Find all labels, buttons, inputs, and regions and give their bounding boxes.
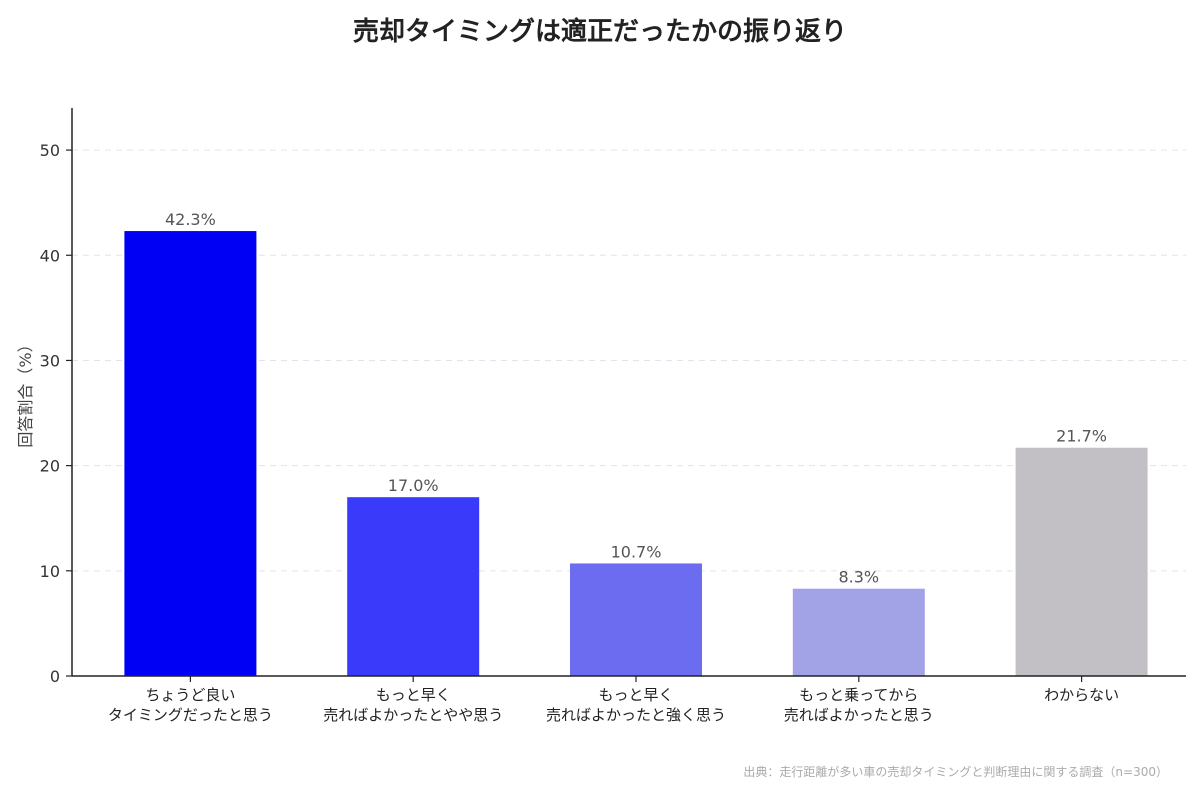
value-labels: 42.3% 17.0% 10.7% 8.3% 21.7% [165,210,1107,587]
bar [1015,447,1148,676]
bar-value-label: 8.3% [838,568,879,587]
x-category-label: 売ればよかったと思う [784,706,934,724]
chart-title: 売却タイミングは適正だったかの振り返り [353,16,847,47]
y-tick-label: 40 [40,246,60,265]
x-category-label: 売ればよかったと強く思う [546,706,726,724]
bars [124,231,1148,677]
x-category-label: タイミングだったと思う [108,706,273,724]
y-tick-label: 10 [40,562,60,581]
y-axis-ticks: 0 10 20 30 40 50 [40,141,72,686]
x-category-label: わからない [1044,686,1119,704]
y-tick-label: 50 [40,141,60,160]
x-category-label: もっと早く [598,686,673,704]
gridlines [72,149,1186,572]
source-note: 出典：走行距離が多い車の売却タイミングと判断理由に関する調査（n=300） [743,764,1168,779]
x-category-label: もっと乗ってから [799,686,918,704]
y-tick-label: 0 [50,667,60,686]
y-tick-label: 30 [40,351,60,370]
bar-value-label: 17.0% [388,476,439,495]
bar [347,497,480,676]
x-category-label: ちょうど良い [145,686,235,704]
x-category-label: もっと早く [376,686,451,704]
bar-value-label: 10.7% [611,542,662,561]
bar [124,231,257,677]
bar [792,588,925,676]
y-tick-label: 20 [40,457,60,476]
bar-value-label: 42.3% [165,210,216,229]
x-axis-categories: ちょうど良いタイミングだったと思うもっと早く売ればよかったとやや思うもっと早く売… [108,676,1119,724]
bar-value-label: 21.7% [1056,427,1107,446]
x-category-label: 売ればよかったとやや思う [323,706,503,724]
y-axis-label: 回答割合（%） [16,336,35,447]
bar [570,563,702,676]
